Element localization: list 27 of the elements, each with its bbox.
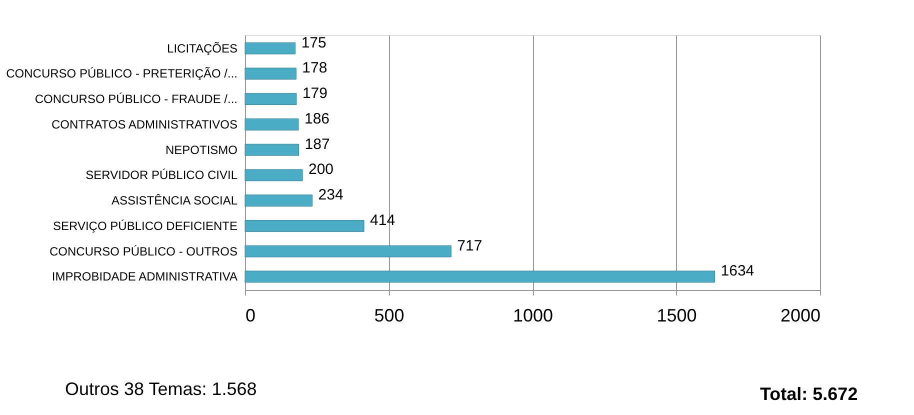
data-label: 175: [301, 34, 326, 52]
data-label: 1634: [720, 262, 754, 280]
y-tick-label: IMPROBIDADE ADMINISTRATIVA: [52, 270, 238, 284]
data-label: 234: [318, 186, 344, 204]
data-label: 717: [457, 237, 482, 254]
x-tick-label: 500: [374, 306, 404, 326]
y-tick-label: NEPOTISMO: [165, 142, 238, 157]
x-tick-label: 1000: [512, 306, 554, 326]
y-tick-label: SERVIDOR PÚBLICO CIVIL: [86, 168, 238, 182]
x-tick-label: 2000: [780, 306, 820, 326]
y-tick-label: CONCURSO PÚBLICO - OUTROS: [49, 244, 238, 258]
y-tick-label: CONCURSO PÚBLICO - PRETERIÇÃO /...: [6, 66, 238, 81]
data-label: 179: [302, 85, 328, 102]
data-label: 178: [302, 60, 328, 77]
text: Outros 38 Temas: 1.568: [65, 379, 257, 399]
y-tick-label: LICITAÇÕES: [167, 41, 238, 56]
y-tick-label: SERVIÇO PÚBLICO DEFICIENTE: [53, 218, 238, 233]
text: Total: 5.672: [760, 384, 858, 404]
data-label: 200: [308, 161, 334, 178]
x-tick-label: 1500: [656, 306, 697, 326]
data-label: 186: [304, 110, 330, 128]
y-tick-label: CONTRATOS ADMINISTRATIVOS: [51, 117, 238, 132]
data-label: 187: [304, 136, 330, 153]
x-tick-label: 0: [246, 306, 256, 326]
data-label: 414: [370, 212, 396, 229]
y-tick-label: ASSISTÊNCIA SOCIAL: [111, 194, 238, 208]
y-tick-label: CONCURSO PÚBLICO - FRAUDE /...: [34, 92, 238, 106]
